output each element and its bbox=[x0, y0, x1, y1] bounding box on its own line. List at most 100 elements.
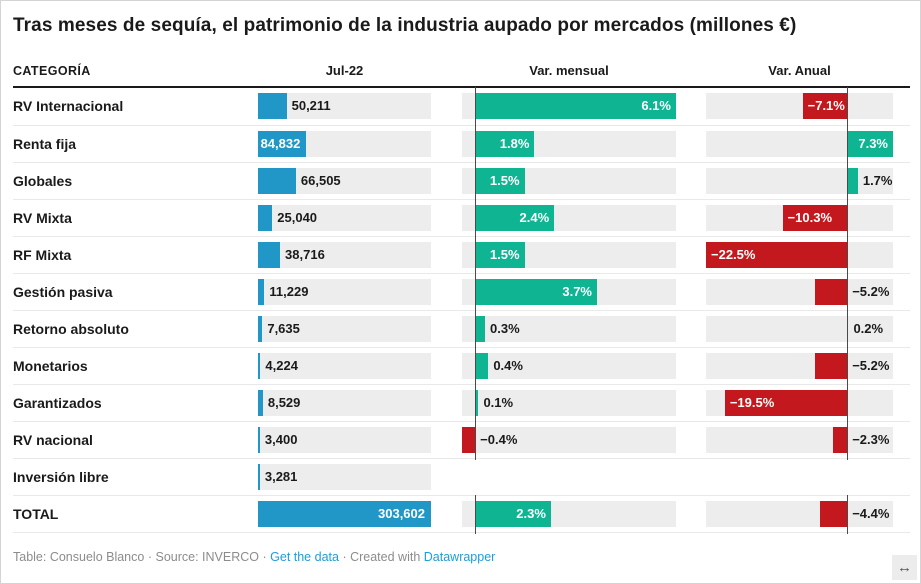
annual-change-cell: 1.7% bbox=[706, 162, 893, 201]
column-gap bbox=[431, 200, 462, 236]
category-label: RV nacional bbox=[13, 432, 93, 448]
zero-baseline bbox=[846, 495, 848, 534]
separator-dot: · bbox=[147, 550, 152, 564]
category-label: Monetarios bbox=[13, 358, 88, 374]
jul22-cell: 8,529 bbox=[258, 385, 431, 421]
column-gap bbox=[676, 422, 706, 458]
bar-label: −22.5% bbox=[711, 247, 756, 262]
negative-bar bbox=[802, 93, 848, 119]
table-row: Monetarios 4,224 0.4% −5.2% bbox=[13, 347, 910, 386]
table-credit: Table: Consuelo Blanco bbox=[13, 550, 145, 564]
annual-change-cell: −5.2% bbox=[706, 273, 893, 312]
table-row: RV Internacional 50,211 6.1% −7.1% bbox=[13, 87, 910, 126]
get-data-link[interactable]: Get the data bbox=[270, 550, 339, 564]
bar-track bbox=[258, 242, 431, 268]
bar-label: −19.5% bbox=[729, 395, 775, 410]
column-gap bbox=[676, 237, 706, 273]
jul22-cell: 25,040 bbox=[258, 200, 431, 236]
source-credit: Source: INVERCO bbox=[155, 550, 259, 564]
jul22-cell: 11,229 bbox=[258, 274, 431, 310]
annual-change-cell: 0.2% bbox=[706, 310, 893, 349]
zero-baseline bbox=[474, 87, 476, 126]
bar-label: 303,602 bbox=[378, 506, 425, 521]
bar-track bbox=[258, 205, 431, 231]
jul22-cell: 50,211 bbox=[258, 88, 431, 125]
annual-change-cell: −10.3% bbox=[706, 199, 893, 238]
datawrapper-link[interactable]: Datawrapper bbox=[423, 550, 496, 564]
column-gap bbox=[676, 348, 706, 384]
zero-baseline bbox=[846, 384, 848, 423]
negative-bar bbox=[724, 390, 848, 416]
bar-label: 4,224 bbox=[265, 358, 298, 373]
annual-change-cell: −7.1% bbox=[706, 87, 893, 126]
positive-bar bbox=[475, 242, 525, 268]
zero-baseline bbox=[846, 347, 848, 386]
table-row: RV Mixta 25,040 2.4% −10.3% bbox=[13, 199, 910, 238]
table-row: RF Mixta 38,716 1.5% −22.5% bbox=[13, 236, 910, 275]
bar-label: 6.1% bbox=[641, 98, 671, 113]
column-gap bbox=[676, 385, 706, 421]
zero-baseline bbox=[474, 162, 476, 201]
zero-baseline bbox=[846, 421, 848, 460]
value-bar bbox=[258, 390, 263, 416]
value-bar bbox=[258, 205, 273, 231]
table-header-row: CATEGORÍA Jul-22 Var. mensual Var. Anual bbox=[13, 37, 910, 88]
bar-label: 0.2% bbox=[853, 321, 884, 336]
category-label: Inversión libre bbox=[13, 469, 109, 485]
bar-label: 1.5% bbox=[489, 247, 520, 262]
column-gap bbox=[431, 274, 462, 310]
positive-bar bbox=[475, 131, 535, 157]
annual-change-cell: −5.2% bbox=[706, 347, 893, 386]
column-gap bbox=[431, 496, 462, 532]
zero-baseline bbox=[846, 162, 848, 201]
column-gap bbox=[676, 311, 706, 347]
zero-baseline bbox=[474, 236, 476, 275]
bar-label: 0.4% bbox=[493, 358, 523, 373]
bar-track bbox=[258, 390, 431, 416]
negative-bar bbox=[832, 427, 848, 453]
bar-label: 2.4% bbox=[519, 210, 550, 225]
bar-track bbox=[258, 93, 431, 119]
zero-baseline bbox=[474, 199, 476, 238]
bar-label: 11,229 bbox=[269, 284, 309, 299]
bar-label: 1.5% bbox=[489, 173, 520, 188]
value-bar bbox=[258, 168, 296, 194]
negative-bar bbox=[814, 279, 848, 305]
separator-dot: · bbox=[262, 550, 267, 564]
value-bar bbox=[258, 279, 265, 305]
positive-bar bbox=[475, 316, 486, 342]
category-label: RF Mixta bbox=[13, 247, 72, 263]
monthly-change-cell: 0.4% bbox=[462, 347, 676, 386]
column-gap bbox=[431, 163, 462, 199]
monthly-change-cell: −0.4% bbox=[462, 421, 676, 460]
separator-dot: · bbox=[342, 550, 347, 564]
value-bar bbox=[258, 427, 260, 453]
monthly-change-cell: 3.7% bbox=[462, 273, 676, 312]
annual-change-cell: −4.4% bbox=[706, 495, 893, 534]
positive-bar bbox=[475, 168, 525, 194]
monthly-change-cell: 1.5% bbox=[462, 236, 676, 275]
positive-bar bbox=[475, 501, 551, 527]
table-row: Gestión pasiva 11,229 3.7% −5.2% bbox=[13, 273, 910, 312]
zero-baseline bbox=[474, 125, 476, 164]
table-row: Retorno absoluto 7,635 0.3% 0.2% bbox=[13, 310, 910, 349]
category-label: Renta fija bbox=[13, 136, 77, 152]
positive-bar bbox=[847, 168, 858, 194]
value-bar bbox=[258, 464, 260, 490]
column-gap bbox=[431, 459, 462, 495]
table-body: RV Internacional 50,211 6.1% −7.1% Renta fij… bbox=[13, 87, 910, 534]
positive-bar bbox=[475, 353, 489, 379]
zero-baseline bbox=[474, 384, 476, 423]
monthly-change-cell: 0.3% bbox=[462, 310, 676, 349]
monthly-change-cell: 2.3% bbox=[462, 495, 676, 534]
bar-label: −7.1% bbox=[807, 98, 845, 113]
table-row: Globales 66,505 1.5% 1.7% bbox=[13, 162, 910, 201]
zero-baseline bbox=[846, 273, 848, 312]
bar-track bbox=[258, 427, 431, 453]
resize-handle-button[interactable]: ↔ bbox=[892, 555, 917, 580]
bar-label: −5.2% bbox=[852, 284, 890, 299]
zero-baseline bbox=[846, 236, 848, 275]
value-bar bbox=[258, 501, 431, 527]
bar-label: 7,635 bbox=[267, 321, 300, 336]
chart-title: Tras meses de sequía, el patrimonio de l… bbox=[13, 15, 797, 36]
